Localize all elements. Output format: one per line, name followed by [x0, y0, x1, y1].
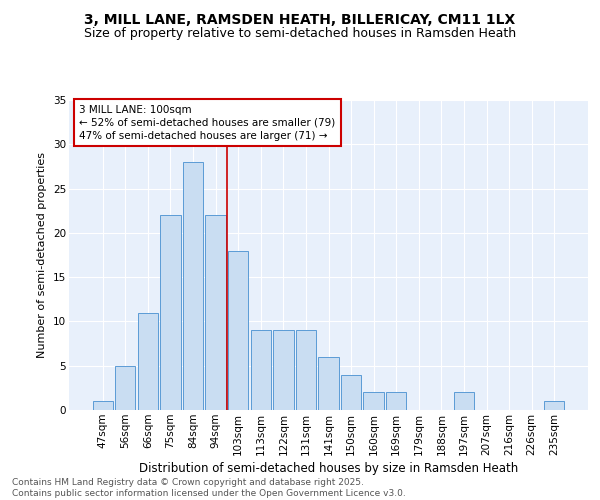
Text: Contains HM Land Registry data © Crown copyright and database right 2025.
Contai: Contains HM Land Registry data © Crown c…	[12, 478, 406, 498]
Bar	[251, 330, 271, 410]
Bar	[454, 392, 474, 410]
Bar	[160, 215, 181, 410]
Bar	[364, 392, 384, 410]
Bar	[138, 312, 158, 410]
Text: 3, MILL LANE, RAMSDEN HEATH, BILLERICAY, CM11 1LX: 3, MILL LANE, RAMSDEN HEATH, BILLERICAY,…	[85, 12, 515, 26]
Bar	[273, 330, 293, 410]
Y-axis label: Number of semi-detached properties: Number of semi-detached properties	[37, 152, 47, 358]
Bar	[386, 392, 406, 410]
Bar	[319, 357, 338, 410]
Bar	[296, 330, 316, 410]
Bar	[92, 401, 113, 410]
Text: 3 MILL LANE: 100sqm
← 52% of semi-detached houses are smaller (79)
47% of semi-d: 3 MILL LANE: 100sqm ← 52% of semi-detach…	[79, 104, 335, 141]
Bar	[228, 250, 248, 410]
Bar	[115, 366, 136, 410]
Bar	[544, 401, 565, 410]
Text: Size of property relative to semi-detached houses in Ramsden Heath: Size of property relative to semi-detach…	[84, 28, 516, 40]
Bar	[341, 374, 361, 410]
Bar	[183, 162, 203, 410]
Bar	[205, 215, 226, 410]
X-axis label: Distribution of semi-detached houses by size in Ramsden Heath: Distribution of semi-detached houses by …	[139, 462, 518, 475]
